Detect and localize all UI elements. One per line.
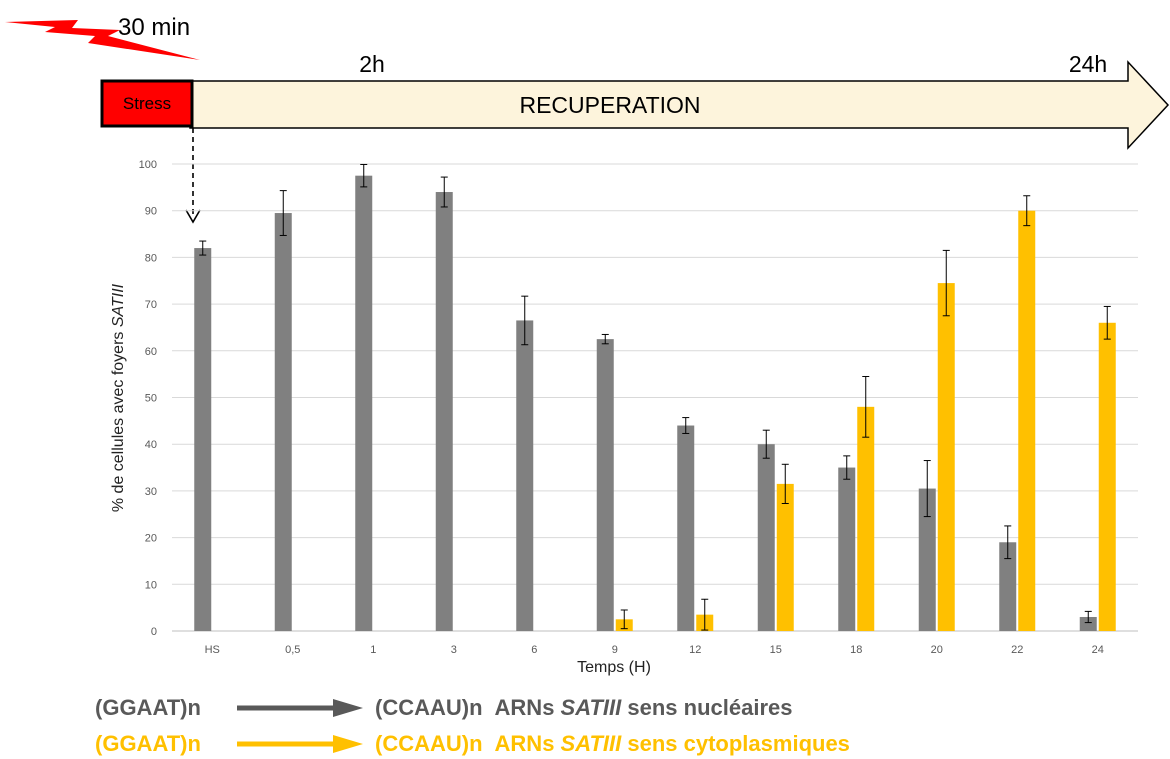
bar-cytoplasmic-18 xyxy=(857,406,875,631)
x-tick-label: 18 xyxy=(850,644,862,656)
lightning-icon xyxy=(5,20,200,60)
legend-desc-italic: SATIII xyxy=(560,695,622,720)
x-tick-label: HS xyxy=(205,644,220,656)
recovery-label: RECUPERATION xyxy=(519,92,700,118)
x-tick-label: 22 xyxy=(1011,644,1023,656)
legend-source: (GGAAT)n xyxy=(95,695,201,720)
legend-row-nuclear: (GGAAT)n (CCAAU)n ARNs SATIII sens nuclé… xyxy=(95,693,792,723)
bar-nuclear-3 xyxy=(435,192,453,631)
bar-nuclear-12 xyxy=(677,425,695,631)
legend-description: ARNs SATIII sens cytoplasmiques xyxy=(495,731,850,757)
legend-arrow-yellow-icon xyxy=(237,735,363,753)
legend-arrow-gray-icon xyxy=(237,699,363,717)
legend-desc-suffix: sens nucléaires xyxy=(621,695,793,720)
y-tick-label: 80 xyxy=(145,252,157,264)
bar-nuclear-9 xyxy=(596,339,614,631)
y-tick-label: 0 xyxy=(151,626,157,638)
bar-nuclear-22 xyxy=(999,542,1017,631)
bar-cytoplasmic-15 xyxy=(776,483,794,631)
x-tick-label: 20 xyxy=(931,644,943,656)
bar-nuclear-HS xyxy=(194,248,212,631)
bar-nuclear-1 xyxy=(355,175,373,632)
y-tick-label: 30 xyxy=(145,486,157,498)
bar-nuclear-0,5 xyxy=(274,213,292,631)
stress-label: Stress xyxy=(123,94,171,113)
legend-target: (CCAAU)n xyxy=(375,695,483,720)
bar-cytoplasmic-22 xyxy=(1018,210,1036,631)
y-tick-label: 20 xyxy=(145,533,157,545)
x-tick-label: 6 xyxy=(531,644,537,656)
legend-description: ARNs SATIII sens nucléaires xyxy=(495,695,793,721)
time-mark-24h: 24h xyxy=(1069,51,1107,77)
bar-cytoplasmic-20 xyxy=(937,283,955,631)
time-mark-2h: 2h xyxy=(359,51,385,77)
start-time-label: 30 min xyxy=(118,14,190,41)
x-tick-label: 24 xyxy=(1092,644,1104,656)
y-tick-label: 10 xyxy=(145,579,157,591)
y-axis: 0 10 20 30 40 50 60 70 80 90 100 xyxy=(139,159,157,638)
y-axis-title-italic: SATIII xyxy=(110,283,127,327)
x-tick-label: 12 xyxy=(689,644,701,656)
y-axis-title: % de cellules avec foyers SATIII xyxy=(110,283,127,512)
legend-desc-suffix: sens cytoplasmiques xyxy=(621,731,850,756)
grid xyxy=(172,163,1138,632)
bar-nuclear-20 xyxy=(918,488,936,631)
x-tick-label: 3 xyxy=(451,644,457,656)
x-tick-label: 9 xyxy=(612,644,618,656)
stress-box xyxy=(100,79,194,128)
bar-nuclear-15 xyxy=(757,444,775,631)
bar-cytoplasmic-24 xyxy=(1098,322,1116,631)
recovery-arrow xyxy=(189,60,1170,150)
legend-desc-prefix: ARNs xyxy=(494,695,561,720)
x-tick-label: 1 xyxy=(370,644,376,656)
y-tick-label: 70 xyxy=(145,299,157,311)
bar-nuclear-24 xyxy=(1079,616,1097,631)
x-tick-label: 0,5 xyxy=(285,644,300,656)
y-tick-label: 40 xyxy=(145,439,157,451)
bar-nuclear-18 xyxy=(838,467,856,631)
x-axis-title: Temps (H) xyxy=(577,659,651,676)
bar-nuclear-6 xyxy=(516,320,534,631)
stress-pointer-head xyxy=(185,209,201,224)
x-axis: HS 0,5 1 3 6 9 12 15 18 20 22 24 xyxy=(205,644,1104,656)
y-tick-label: 100 xyxy=(139,159,157,171)
y-tick-label: 60 xyxy=(145,346,157,358)
legend-row-cytoplasmic: (GGAAT)n (CCAAU)n ARNs SATIII sens cytop… xyxy=(95,729,850,759)
y-tick-label: 90 xyxy=(145,206,157,218)
bars xyxy=(194,163,1116,632)
legend-desc-prefix: ARNs xyxy=(494,731,561,756)
y-axis-title-main: % de cellules avec foyers xyxy=(110,327,127,512)
y-tick-label: 50 xyxy=(145,393,157,405)
legend-desc-italic: SATIII xyxy=(560,731,622,756)
legend-target: (CCAAU)n xyxy=(375,731,483,756)
legend-source: (GGAAT)n xyxy=(95,731,201,756)
x-tick-label: 15 xyxy=(770,644,782,656)
